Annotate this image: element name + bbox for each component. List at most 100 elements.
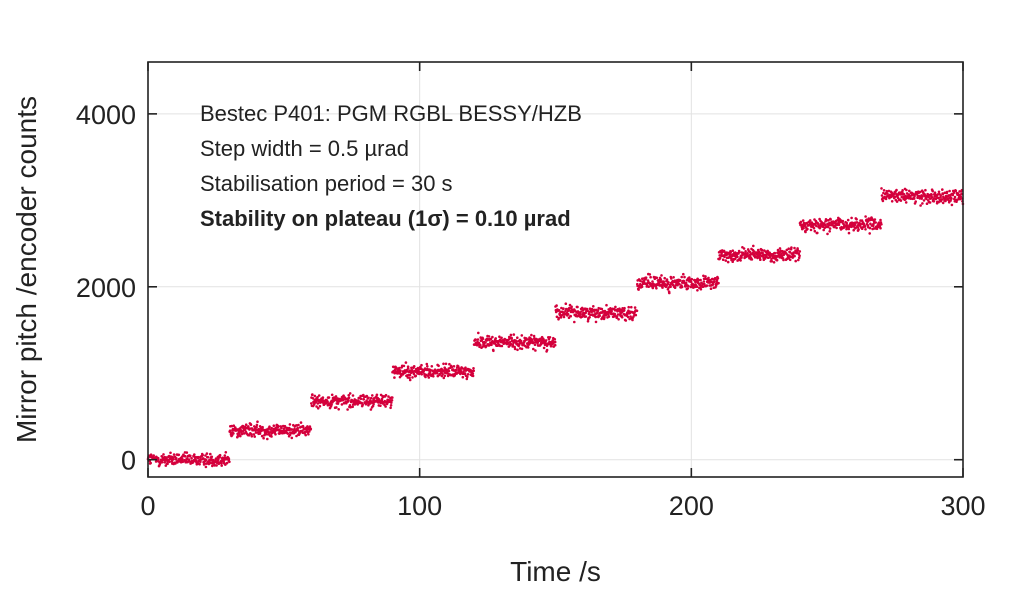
data-point (812, 226, 816, 230)
data-point (683, 275, 686, 279)
data-point (846, 218, 850, 222)
data-point (850, 216, 853, 220)
data-point (280, 426, 283, 430)
data-point (869, 222, 872, 226)
data-point (772, 261, 776, 264)
data-point (669, 285, 672, 289)
data-point (177, 453, 181, 457)
data-point (586, 309, 589, 313)
data-point (262, 436, 265, 440)
data-point (623, 306, 626, 310)
data-point (724, 259, 728, 262)
data-point (709, 287, 713, 291)
data-point (509, 333, 513, 337)
data-point (900, 195, 904, 199)
data-point (442, 376, 446, 380)
data-point (855, 221, 859, 224)
data-point (513, 347, 517, 351)
data-point (443, 374, 447, 378)
data-point (605, 303, 608, 307)
data-point (463, 372, 467, 375)
data-point (924, 188, 927, 192)
data-point (316, 395, 319, 399)
data-point (510, 336, 513, 340)
data-point (801, 219, 805, 222)
data-point (471, 372, 475, 375)
data-point (516, 336, 519, 340)
data-point (492, 349, 495, 353)
data-point (718, 256, 722, 260)
data-point (721, 258, 725, 262)
data-point (626, 312, 629, 316)
data-point (941, 192, 945, 196)
data-point (398, 366, 401, 370)
x-axis-label: Time /s (510, 556, 601, 587)
data-point (247, 425, 250, 428)
data-point (315, 405, 318, 408)
data-point (717, 281, 720, 285)
data-point (757, 250, 761, 254)
data-point (330, 403, 333, 406)
data-point (294, 429, 298, 432)
data-point (494, 337, 498, 340)
data-point (479, 343, 482, 347)
data-point (308, 430, 311, 433)
data-point (162, 453, 165, 456)
data-point (432, 375, 435, 378)
data-point (296, 426, 300, 430)
data-point (489, 337, 493, 341)
data-point (250, 435, 254, 438)
data-point (920, 197, 923, 200)
data-point (937, 196, 940, 200)
data-point (678, 279, 682, 282)
data-point (317, 394, 321, 397)
data-point (752, 244, 755, 248)
data-point (586, 320, 590, 323)
data-point (687, 284, 690, 288)
data-point (777, 252, 781, 256)
data-point (746, 252, 749, 255)
data-point (928, 201, 932, 204)
data-point (919, 204, 922, 207)
data-point (882, 191, 885, 195)
data-point (959, 195, 962, 198)
data-point (290, 436, 294, 440)
data-point (696, 289, 699, 292)
data-point (256, 420, 259, 424)
data-point (270, 426, 274, 430)
data-point (472, 369, 476, 373)
data-point (265, 432, 268, 436)
data-point (535, 337, 538, 341)
data-point (296, 429, 300, 432)
data-point (748, 250, 752, 254)
data-point (627, 305, 630, 309)
data-point (940, 198, 944, 201)
data-point (793, 254, 796, 258)
data-point (437, 364, 440, 368)
data-point (668, 291, 671, 295)
data-point (384, 393, 388, 397)
data-point (258, 432, 262, 435)
data-point (878, 224, 882, 228)
data-point (569, 314, 572, 318)
data-point (447, 369, 451, 373)
data-point (532, 341, 535, 344)
data-point (914, 200, 917, 203)
data-point (390, 399, 394, 402)
data-point (949, 199, 952, 202)
data-point (901, 190, 904, 194)
x-tick-label: 100 (397, 491, 442, 521)
data-point (806, 227, 809, 231)
data-point (939, 194, 942, 197)
data-point (667, 281, 670, 284)
data-point (855, 218, 858, 221)
data-point (578, 312, 582, 315)
data-point (960, 192, 963, 196)
data-point (905, 188, 908, 192)
data-point (252, 433, 256, 436)
data-point (932, 200, 936, 203)
data-point (637, 288, 640, 291)
data-point (662, 280, 665, 283)
data-point (160, 460, 164, 464)
data-point (375, 393, 379, 397)
